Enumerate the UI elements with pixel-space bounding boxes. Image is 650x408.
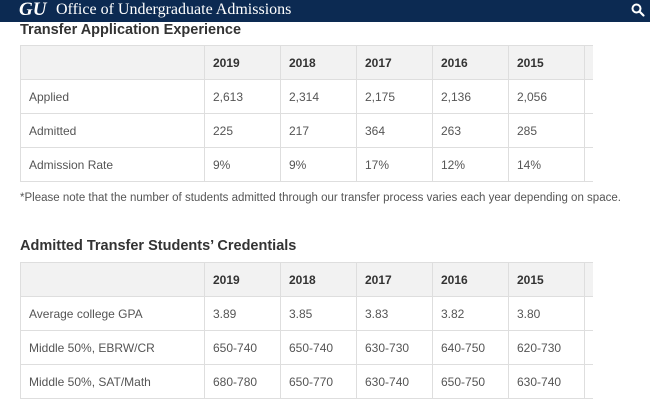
- table-cell: 14%: [508, 147, 585, 182]
- top-navigation-bar: GU Office of Undergraduate Admissions: [0, 0, 650, 22]
- search-icon[interactable]: [630, 2, 646, 18]
- header-edge-cell: [584, 262, 593, 297]
- header-label-cell: [20, 262, 205, 297]
- table-cell: 3.85: [280, 296, 357, 331]
- row-label: Middle 50%, SAT/Math: [20, 364, 205, 399]
- site-logo[interactable]: GU: [19, 0, 47, 20]
- table-header-row: 2019 2018 2017 2016 2015: [20, 262, 593, 297]
- table-cell: 285: [508, 113, 585, 148]
- edge-cell: [584, 113, 593, 148]
- row-label: Middle 50%, EBRW/CR: [20, 330, 205, 365]
- table-cell: 217: [280, 113, 357, 148]
- row-label: Average college GPA: [20, 296, 205, 331]
- transfer-credentials-table: 2019 2018 2017 2016 2015 Average college…: [20, 262, 593, 399]
- table-cell: 17%: [356, 147, 433, 182]
- header-label-cell: [20, 45, 205, 80]
- table-row: Admitted 225 217 364 263 285: [20, 113, 593, 148]
- transfer-application-table: 2019 2018 2017 2016 2015 Applied 2,613 2…: [20, 45, 593, 182]
- edge-cell: [584, 79, 593, 114]
- table-row: Middle 50%, SAT/Math 680-780 650-770 630…: [20, 364, 593, 399]
- section-title-transfer-application-experience: Transfer Application Experience: [20, 22, 242, 38]
- year-header: 2016: [432, 45, 509, 80]
- table-cell: 2,056: [508, 79, 585, 114]
- table-cell: 2,314: [280, 79, 357, 114]
- table-row: Average college GPA 3.89 3.85 3.83 3.82 …: [20, 296, 593, 331]
- year-header: 2016: [432, 262, 509, 297]
- year-header: 2017: [356, 45, 433, 80]
- row-label: Admitted: [20, 113, 205, 148]
- table-cell: 3.82: [432, 296, 509, 331]
- row-label: Applied: [20, 79, 205, 114]
- table-cell: 630-740: [356, 364, 433, 399]
- year-header: 2018: [280, 45, 357, 80]
- transfer-note: *Please note that the number of students…: [20, 192, 621, 204]
- table-row: Middle 50%, EBRW/CR 650-740 650-740 630-…: [20, 330, 593, 365]
- year-header: 2018: [280, 262, 357, 297]
- table-cell: 3.83: [356, 296, 433, 331]
- year-header: 2015: [508, 45, 585, 80]
- table-cell: 9%: [280, 147, 357, 182]
- row-label: Admission Rate: [20, 147, 205, 182]
- table-cell: 630-730: [356, 330, 433, 365]
- table-cell: 3.80: [508, 296, 585, 331]
- year-header: 2019: [204, 45, 281, 80]
- table-cell: 630-740: [508, 364, 585, 399]
- edge-cell: [584, 147, 593, 182]
- table-cell: 2,136: [432, 79, 509, 114]
- table-cell: 2,613: [204, 79, 281, 114]
- table-cell: 9%: [204, 147, 281, 182]
- table-cell: 650-770: [280, 364, 357, 399]
- table-cell: 263: [432, 113, 509, 148]
- section-title-admitted-credentials: Admitted Transfer Students’ Credentials: [20, 238, 297, 254]
- table-cell: 2,175: [356, 79, 433, 114]
- year-header: 2017: [356, 262, 433, 297]
- table-cell: 3.89: [204, 296, 281, 331]
- year-header: 2019: [204, 262, 281, 297]
- table-cell: 12%: [432, 147, 509, 182]
- site-title[interactable]: Office of Undergraduate Admissions: [56, 1, 292, 18]
- table-cell: 680-780: [204, 364, 281, 399]
- table-cell: 650-740: [204, 330, 281, 365]
- header-edge-cell: [584, 45, 593, 80]
- table-cell: 640-750: [432, 330, 509, 365]
- table-row: Applied 2,613 2,314 2,175 2,136 2,056: [20, 79, 593, 114]
- edge-cell: [584, 330, 593, 365]
- table-cell: 225: [204, 113, 281, 148]
- table-cell: 650-750: [432, 364, 509, 399]
- table-cell: 620-730: [508, 330, 585, 365]
- edge-cell: [584, 296, 593, 331]
- table-cell: 650-740: [280, 330, 357, 365]
- year-header: 2015: [508, 262, 585, 297]
- edge-cell: [584, 364, 593, 399]
- table-cell: 364: [356, 113, 433, 148]
- table-row: Admission Rate 9% 9% 17% 12% 14%: [20, 147, 593, 182]
- table-header-row: 2019 2018 2017 2016 2015: [20, 45, 593, 80]
